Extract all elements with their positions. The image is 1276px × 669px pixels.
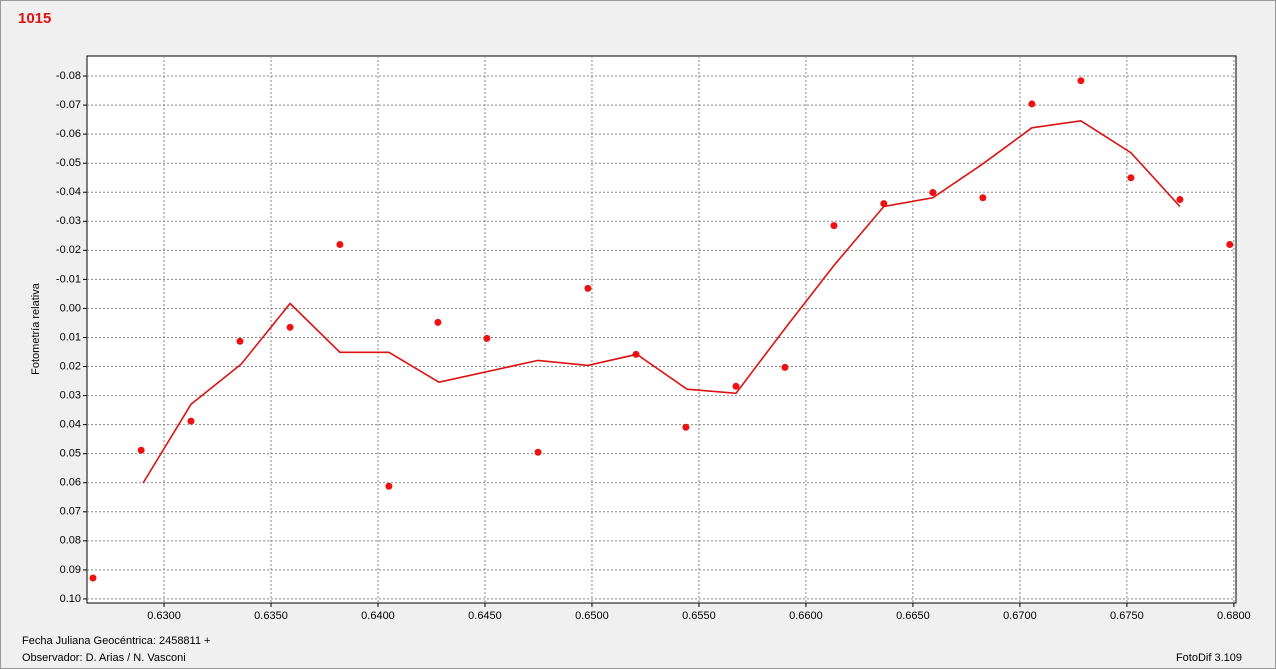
x-tick-label: 0.6650 (896, 610, 930, 622)
data-point (187, 417, 195, 425)
y-tick-label: 0.02 (60, 360, 81, 372)
data-point (483, 334, 491, 342)
data-point (584, 284, 592, 292)
y-tick-label: 0.08 (60, 535, 81, 547)
y-tick-label: 0.09 (60, 564, 81, 576)
x-tick-label: 0.6800 (1217, 610, 1251, 622)
y-axis-label: Fotometría relativa (30, 282, 42, 375)
y-tick-label: 0.01 (60, 331, 81, 343)
y-tick-label: -0.07 (56, 99, 81, 111)
data-point (286, 323, 294, 331)
data-point (682, 423, 690, 431)
y-tick-label: -0.08 (56, 70, 81, 82)
x-tick-label: 0.6450 (468, 610, 502, 622)
data-point (236, 337, 244, 345)
data-point (781, 363, 789, 371)
y-tick-label: 0.03 (60, 389, 81, 401)
y-tick-label: 0.06 (60, 477, 81, 489)
data-point (385, 482, 393, 490)
y-tick-label: 0.04 (60, 419, 81, 431)
data-point (336, 241, 344, 249)
y-tick-label: -0.02 (56, 244, 81, 256)
x-tick-label: 0.6500 (575, 610, 609, 622)
x-tick-label: 0.6700 (1003, 610, 1037, 622)
y-tick-label: 0.05 (60, 448, 81, 460)
data-point (1176, 196, 1184, 204)
y-tick-label: 0.07 (60, 506, 81, 518)
x-tick-label: 0.6600 (789, 610, 823, 622)
trend-line (142, 119, 1181, 484)
y-tick-label: -0.06 (56, 128, 81, 140)
data-point (1028, 100, 1036, 108)
y-tick-label: 0.00 (60, 302, 81, 314)
x-tick-label: 0.6300 (147, 610, 181, 622)
x-tick-label: 0.6350 (254, 610, 288, 622)
data-point (434, 318, 442, 326)
y-tick-label: -0.01 (56, 273, 81, 285)
observer: Observador: D. Arias / N. Vasconi (22, 652, 186, 664)
y-tick-label: -0.04 (56, 186, 81, 198)
y-tick-label: -0.05 (56, 157, 81, 169)
data-point (1127, 174, 1135, 182)
data-point (1226, 241, 1234, 249)
x-tick-label: 0.6750 (1110, 610, 1144, 622)
data-point (830, 222, 838, 230)
x-tick-label: 0.6550 (682, 610, 716, 622)
data-point (1077, 77, 1085, 85)
data-point (979, 194, 987, 202)
x-tick-label: 0.6400 (361, 610, 395, 622)
data-point (534, 448, 542, 456)
data-point (929, 189, 937, 197)
chart-title: 1015 (18, 10, 51, 27)
data-point (880, 200, 888, 208)
plot-area (86, 55, 1237, 604)
software: FotoDif 3.109 (1176, 652, 1242, 664)
y-tick-label: 0.10 (60, 593, 81, 605)
data-point (89, 574, 97, 582)
data-point (137, 446, 145, 454)
x-axis-label: Fecha Juliana Geocéntrica: 2458811 + (22, 635, 210, 647)
y-tick-label: -0.03 (56, 215, 81, 227)
data-point (732, 382, 740, 390)
